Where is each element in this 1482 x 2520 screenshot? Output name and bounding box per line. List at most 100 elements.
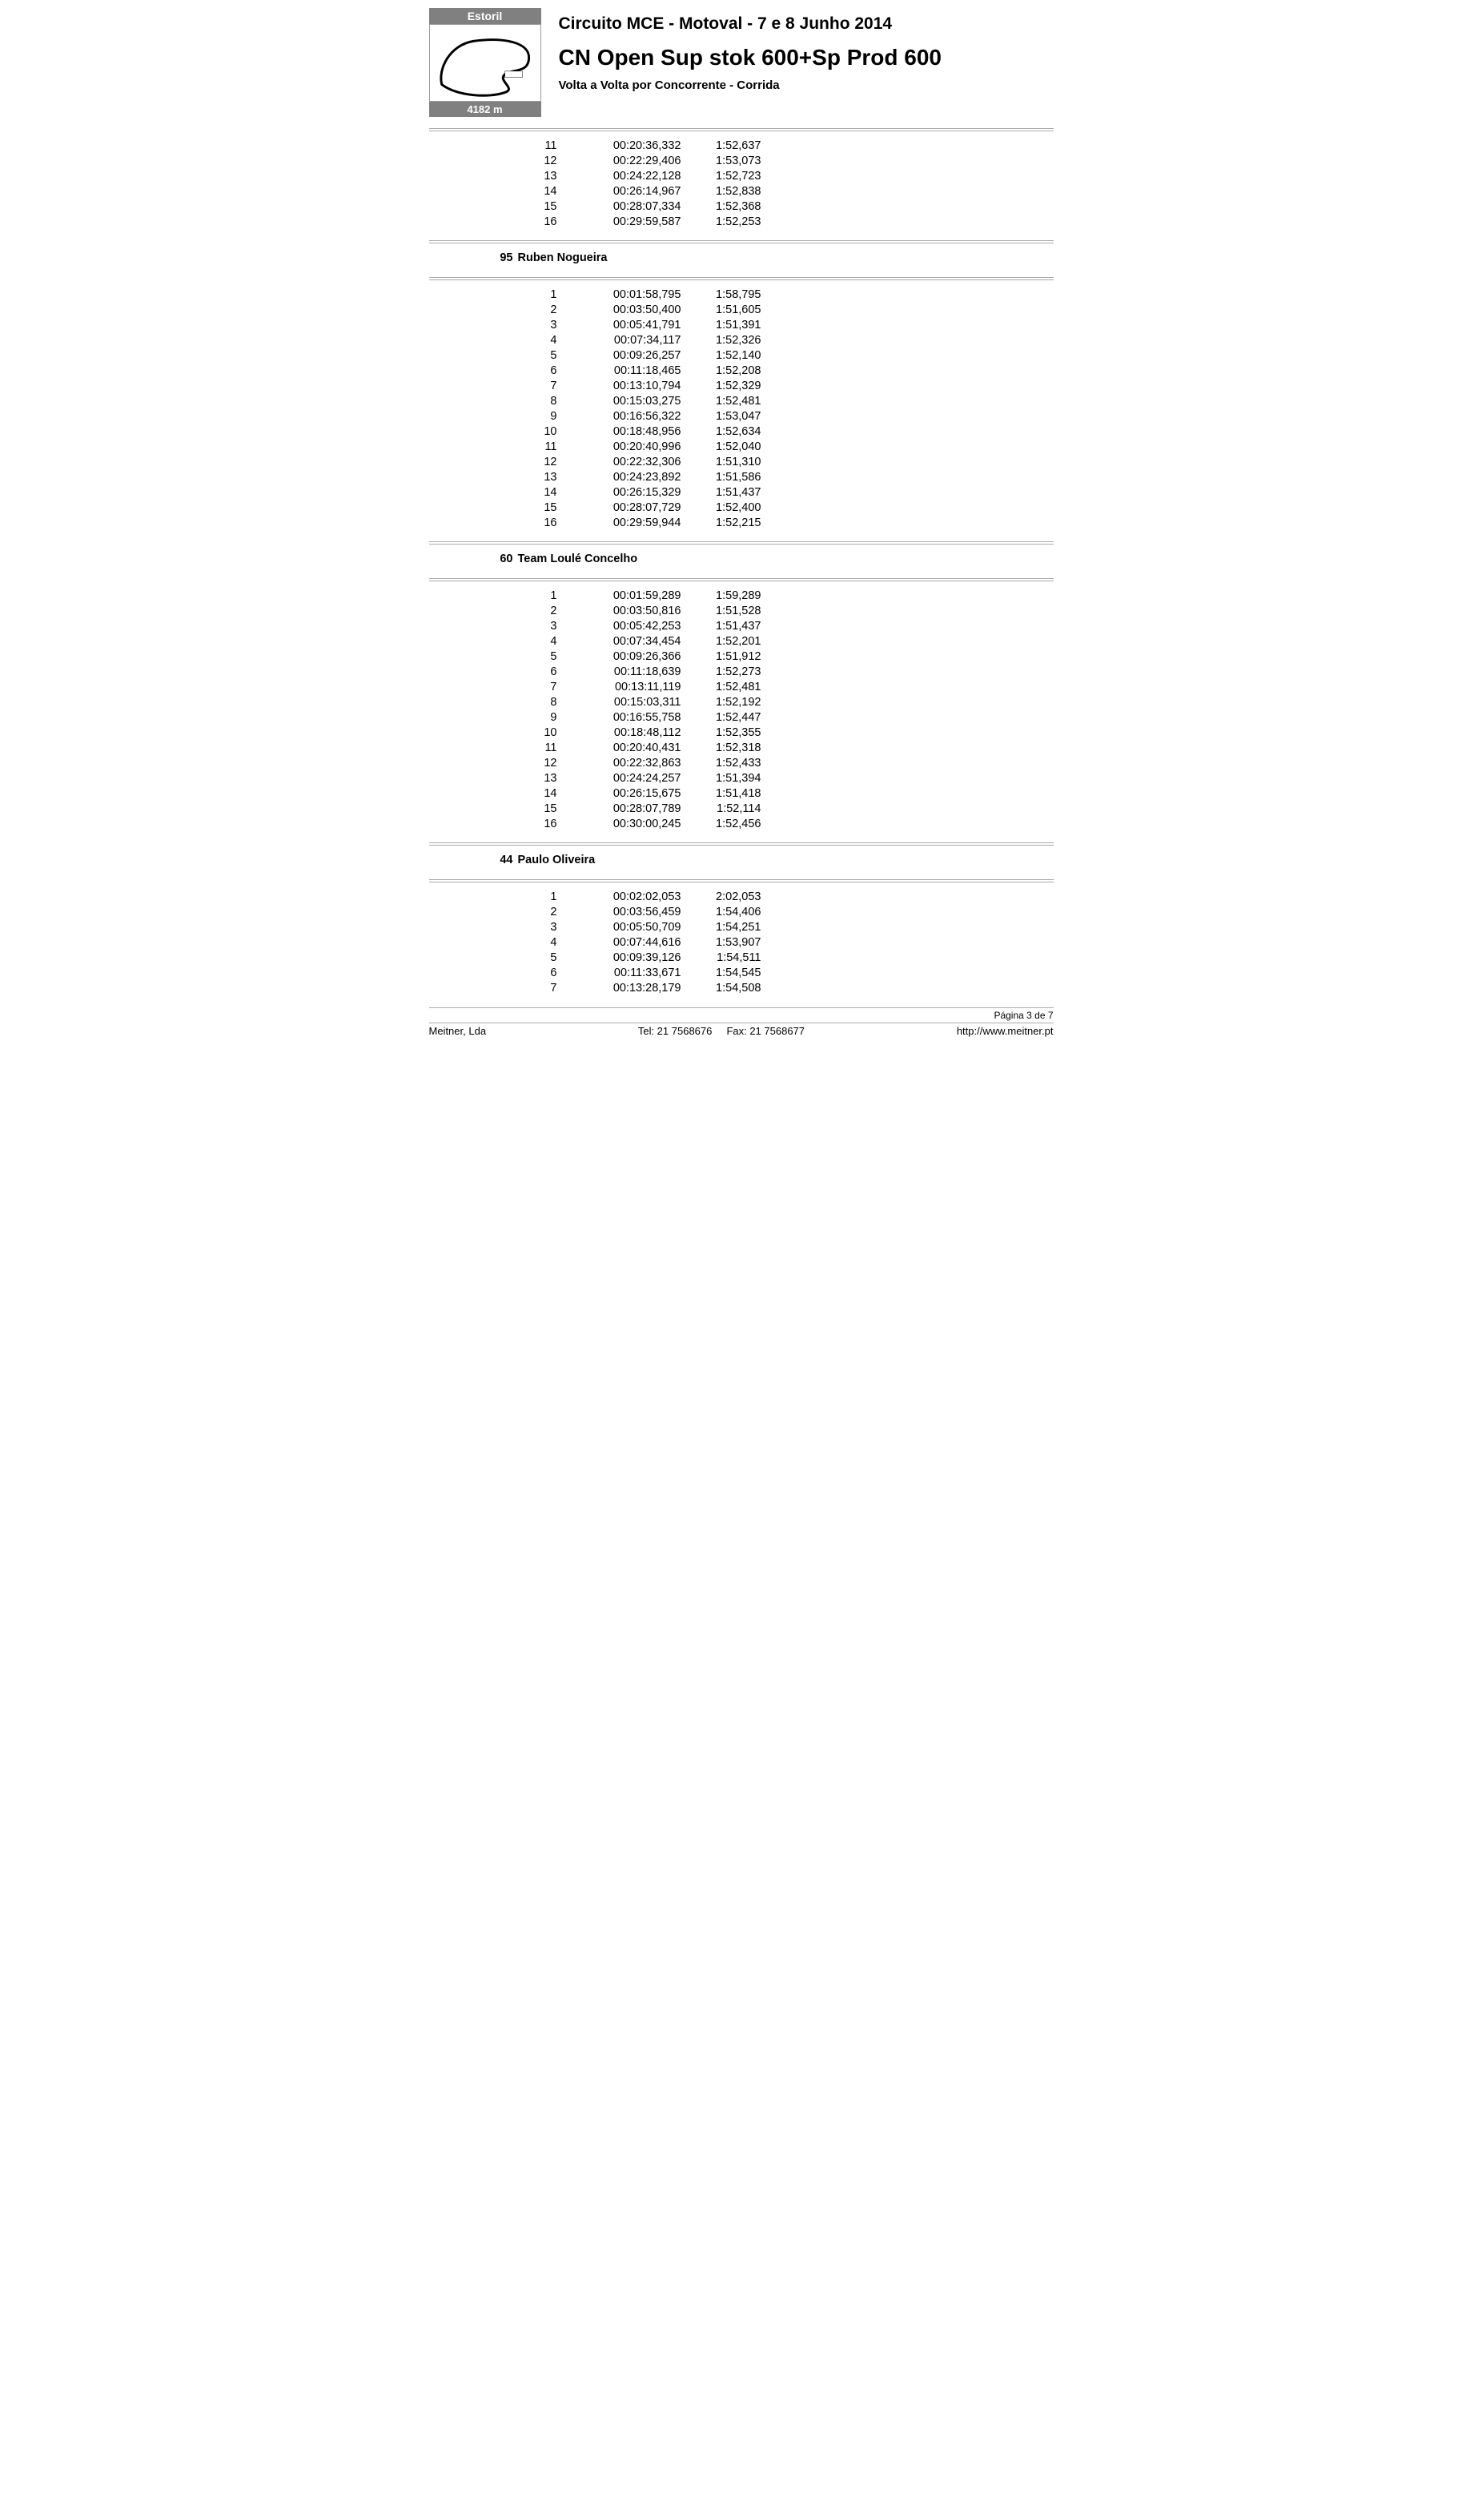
lap-number: 6 [513, 363, 557, 378]
lap-number: 6 [513, 664, 557, 679]
lap-row: 1300:24:24,2571:51,394 [513, 770, 761, 786]
lap-time: 1:51,391 [681, 317, 761, 332]
lap-row: 1500:28:07,3341:52,368 [513, 199, 761, 214]
lap-number: 5 [513, 950, 557, 965]
lap-number: 14 [513, 484, 557, 500]
lap-row: 1200:22:32,3061:51,310 [513, 454, 761, 469]
elapsed-time: 00:24:22,128 [557, 168, 681, 183]
lap-row: 800:15:03,3111:52,192 [513, 694, 761, 709]
footer-fax: Fax: 21 7568677 [726, 1025, 805, 1037]
lap-row: 800:15:03,2751:52,481 [513, 393, 761, 408]
track-length: 4182 m [429, 102, 541, 117]
lap-time: 1:52,192 [681, 694, 761, 709]
divider [429, 541, 1054, 545]
lap-row: 200:03:50,8161:51,528 [513, 603, 761, 618]
lap-number: 7 [513, 980, 557, 995]
footer-contact: Tel: 21 7568676 Fax: 21 7568677 [486, 1025, 957, 1037]
footer-company: Meitner, Lda [429, 1025, 487, 1037]
elapsed-time: 00:07:34,454 [557, 633, 681, 649]
lap-row: 1000:18:48,1121:52,355 [513, 725, 761, 740]
elapsed-time: 00:24:24,257 [557, 770, 681, 786]
elapsed-time: 00:26:15,329 [557, 484, 681, 500]
lap-time: 1:52,456 [681, 816, 761, 831]
rider-name: Paulo Oliveira [518, 854, 596, 866]
lap-row: 900:16:55,7581:52,447 [513, 709, 761, 725]
lap-row: 200:03:56,4591:54,406 [513, 904, 761, 919]
lap-number: 10 [513, 424, 557, 439]
lap-time: 1:59,289 [681, 588, 761, 603]
elapsed-time: 00:20:40,431 [557, 740, 681, 755]
event-title: Circuito MCE - Motoval - 7 e 8 Junho 201… [559, 14, 942, 34]
lap-number: 15 [513, 500, 557, 515]
lap-table: 1100:20:36,3321:52,6371200:22:29,4061:53… [513, 138, 761, 229]
lap-row: 400:07:34,1171:52,326 [513, 332, 761, 348]
lap-number: 4 [513, 332, 557, 348]
elapsed-time: 00:05:50,709 [557, 919, 681, 934]
elapsed-time: 00:07:44,616 [557, 934, 681, 950]
lap-number: 16 [513, 816, 557, 831]
divider [429, 842, 1054, 846]
lap-number: 12 [513, 755, 557, 770]
lap-row: 300:05:42,2531:51,437 [513, 618, 761, 633]
lap-time: 1:52,723 [681, 168, 761, 183]
elapsed-time: 00:22:32,306 [557, 454, 681, 469]
lap-number: 6 [513, 965, 557, 980]
elapsed-time: 00:03:50,816 [557, 603, 681, 618]
lap-time: 1:51,437 [681, 618, 761, 633]
lap-time: 1:52,838 [681, 183, 761, 199]
lap-row: 500:09:26,2571:52,140 [513, 348, 761, 363]
lap-row: 700:13:11,1191:52,481 [513, 679, 761, 694]
lap-time: 1:52,318 [681, 740, 761, 755]
lap-number: 8 [513, 393, 557, 408]
rider-section: 100:02:02,0532:02,053200:03:56,4591:54,4… [429, 889, 1054, 995]
lap-number: 1 [513, 287, 557, 302]
rider-number: 44 [481, 854, 513, 866]
lap-time: 1:58,795 [681, 287, 761, 302]
elapsed-time: 00:13:28,179 [557, 980, 681, 995]
lap-row: 900:16:56,3221:53,047 [513, 408, 761, 424]
rider-header: 60Team Loulé Concelho [481, 551, 1054, 567]
lap-number: 5 [513, 649, 557, 664]
elapsed-time: 00:11:33,671 [557, 965, 681, 980]
rider-name: Ruben Nogueira [518, 251, 608, 264]
elapsed-time: 00:11:18,639 [557, 664, 681, 679]
lap-row: 1400:26:15,6751:51,418 [513, 786, 761, 801]
elapsed-time: 00:01:59,289 [557, 588, 681, 603]
elapsed-time: 00:16:55,758 [557, 709, 681, 725]
elapsed-time: 00:07:34,117 [557, 332, 681, 348]
lap-row: 300:05:41,7911:51,391 [513, 317, 761, 332]
divider [429, 277, 1054, 280]
lap-time: 1:52,481 [681, 393, 761, 408]
track-name: Estoril [429, 8, 541, 24]
elapsed-time: 00:09:39,126 [557, 950, 681, 965]
lap-row: 1200:22:32,8631:52,433 [513, 755, 761, 770]
lap-row: 1300:24:23,8921:51,586 [513, 469, 761, 484]
lap-row: 1600:29:59,9441:52,215 [513, 515, 761, 530]
lap-time: 1:52,273 [681, 664, 761, 679]
lap-number: 13 [513, 469, 557, 484]
lap-time: 1:53,073 [681, 153, 761, 168]
lap-time: 1:52,329 [681, 378, 761, 393]
page-number: Página 3 de 7 [429, 1007, 1054, 1021]
lap-row: 400:07:34,4541:52,201 [513, 633, 761, 649]
track-info-box: Estoril 4182 m [429, 8, 541, 117]
lap-number: 7 [513, 679, 557, 694]
lap-number: 13 [513, 168, 557, 183]
lap-time: 1:52,114 [681, 801, 761, 816]
lap-number: 4 [513, 633, 557, 649]
elapsed-time: 00:05:41,791 [557, 317, 681, 332]
elapsed-time: 00:29:59,944 [557, 515, 681, 530]
page-header: Estoril 4182 m Circuito MCE - Motoval - … [429, 8, 1054, 117]
rider-header: 44 Paulo Oliveira [481, 852, 1054, 868]
lap-number: 10 [513, 725, 557, 740]
lap-time: 1:52,208 [681, 363, 761, 378]
lap-number: 11 [513, 439, 557, 454]
elapsed-time: 00:30:00,245 [557, 816, 681, 831]
lap-table: 100:02:02,0532:02,053200:03:56,4591:54,4… [513, 889, 761, 995]
lap-time: 1:52,140 [681, 348, 761, 363]
lap-number: 5 [513, 348, 557, 363]
footer-url: http://www.meitner.pt [957, 1025, 1054, 1037]
lap-row: 1600:29:59,5871:52,253 [513, 214, 761, 229]
lap-time: 1:51,310 [681, 454, 761, 469]
lap-time: 1:51,437 [681, 484, 761, 500]
